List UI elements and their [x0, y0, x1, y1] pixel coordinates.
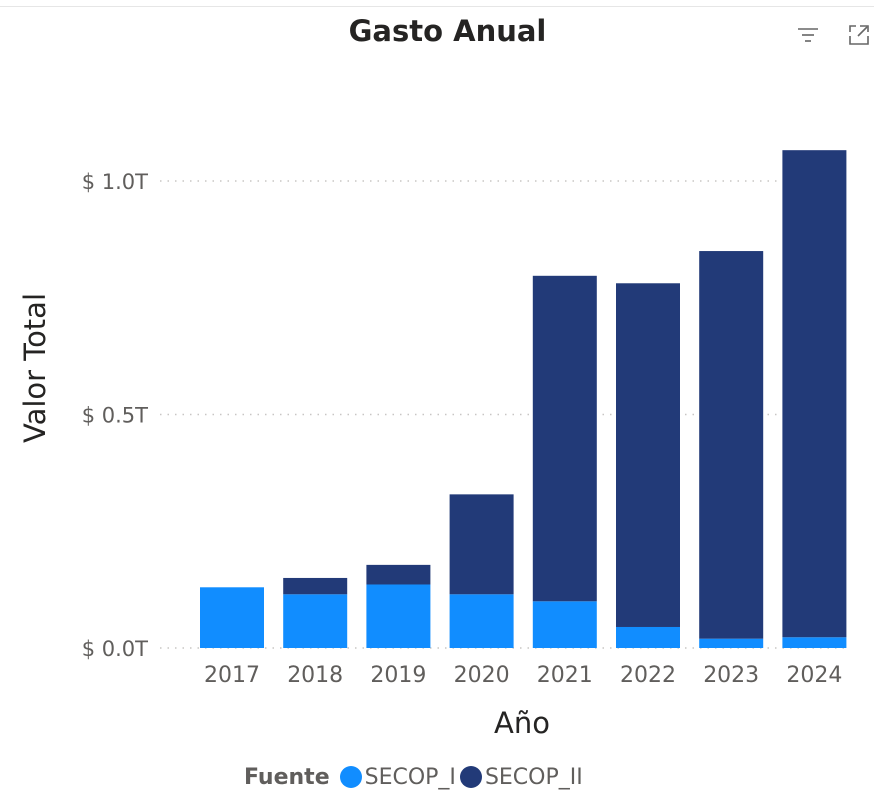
y-tick-label: $ 0.5T: [82, 404, 148, 428]
y-tick-label: $ 0.0T: [82, 637, 148, 661]
bar-secop-ii-2019[interactable]: [366, 564, 431, 585]
focus-mode-icon[interactable]: [846, 22, 872, 48]
bar-secop-ii-2018[interactable]: [283, 577, 348, 595]
bar-secop-i-2021[interactable]: [532, 601, 597, 648]
legend-item-secop-ii[interactable]: SECOP_II: [459, 764, 583, 790]
legend-marker-secop-i: [339, 766, 362, 788]
bar-secop-ii-2022[interactable]: [616, 283, 680, 627]
x-axis-title: Año: [494, 706, 550, 740]
bar-secop-i-2019[interactable]: [366, 584, 431, 648]
bar-secop-ii-2021[interactable]: [532, 275, 597, 602]
bar-secop-i-2023[interactable]: [699, 638, 764, 648]
legend-item-secop-i[interactable]: SECOP_I: [339, 764, 456, 790]
y-tick-label: $ 1.0T: [82, 170, 148, 194]
bar-secop-i-2018[interactable]: [283, 594, 348, 648]
legend: Fuente SECOP_I SECOP_II: [244, 762, 587, 792]
legend-label-secop-i: SECOP_I: [364, 764, 456, 790]
bar-secop-i-2024[interactable]: [782, 637, 847, 648]
x-tick-label: 2018: [287, 663, 343, 688]
legend-title: Fuente: [244, 764, 330, 790]
chart-title: Gasto Anual: [348, 14, 547, 48]
x-tick-label: 2022: [620, 663, 676, 688]
filter-icon[interactable]: [795, 22, 821, 48]
bar-secop-ii-2023[interactable]: [699, 251, 764, 639]
x-tick-label: 2023: [703, 663, 759, 688]
bar-secop-ii-2024[interactable]: [782, 150, 847, 638]
x-tick-label: 2020: [454, 663, 510, 688]
bar-secop-i-2022[interactable]: [616, 626, 680, 648]
x-tick-label: 2024: [786, 663, 842, 688]
visual-top-border: [0, 6, 874, 7]
bar-secop-ii-2020[interactable]: [449, 494, 514, 595]
legend-label-secop-ii: SECOP_II: [484, 764, 583, 790]
bar-secop-i-2017[interactable]: [200, 587, 264, 648]
x-tick-label: 2021: [537, 663, 593, 688]
y-axis-title: Valor Total: [18, 293, 52, 443]
x-tick-label: 2019: [370, 663, 426, 688]
x-tick-label: 2017: [204, 663, 260, 688]
legend-marker-secop-ii: [459, 766, 482, 788]
bar-secop-i-2020[interactable]: [449, 594, 514, 648]
